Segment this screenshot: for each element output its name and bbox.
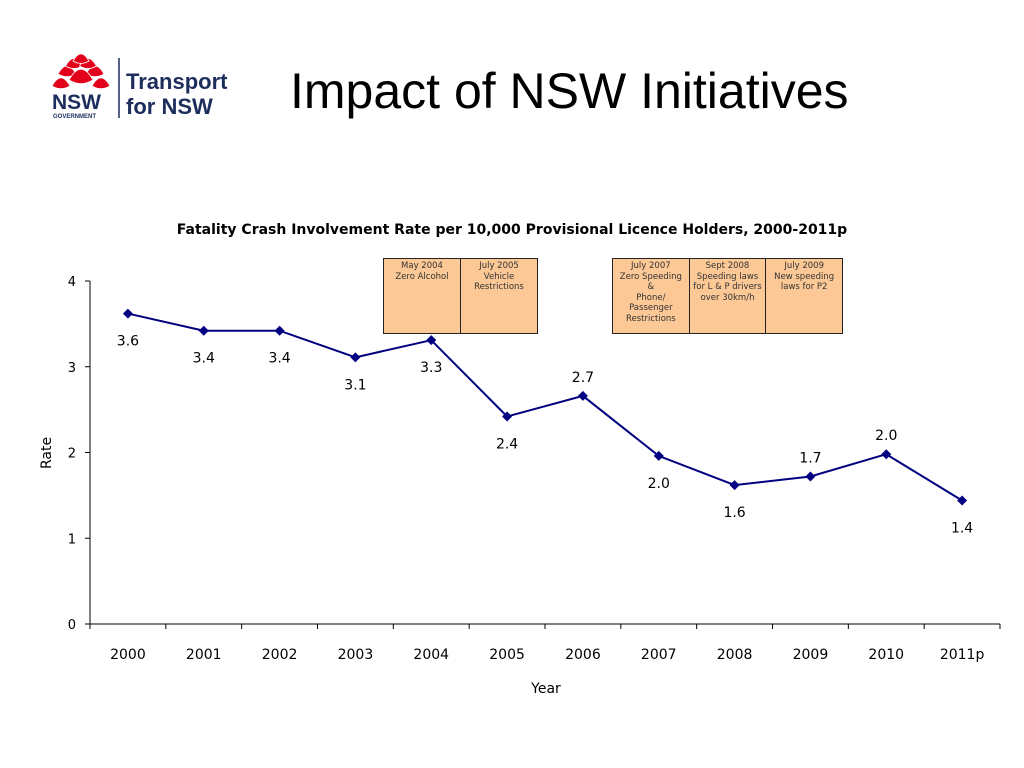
- annotation-cell: July 2009 New speeding laws for P2: [765, 259, 842, 333]
- data-label: 2.7: [572, 370, 594, 386]
- x-tick-label: 2003: [338, 647, 374, 663]
- logo-nsw-text: NSW: [52, 91, 101, 114]
- data-point-marker: [198, 325, 209, 336]
- annotation-line: July 2005: [479, 261, 519, 271]
- annotation-line: July 2007: [631, 261, 671, 271]
- data-label: 3.3: [420, 360, 442, 376]
- waratah-flower-icon: [51, 53, 111, 90]
- data-point-marker: [426, 335, 437, 346]
- data-point-marker: [653, 450, 664, 461]
- annotation-line: laws for P2: [780, 282, 828, 292]
- x-tick-label: 2009: [793, 647, 829, 663]
- series-line: [127, 312, 963, 502]
- data-point-marker: [881, 449, 892, 460]
- logo-government-text: GOVERNMENT: [53, 114, 96, 120]
- data-point-marker: [122, 308, 133, 319]
- x-tick-label: 2002: [262, 647, 298, 663]
- annotation-cell: Sept 2008 Speeding laws for L & P drivers o…: [688, 259, 766, 333]
- logo-org-line2: for NSW: [126, 94, 213, 119]
- annotation-line: Passenger: [629, 303, 673, 313]
- annotation-line: Restrictions: [474, 282, 524, 292]
- annotation-cell: May 2004 Zero Alcohol: [384, 259, 460, 333]
- data-label: 3.4: [268, 351, 290, 367]
- annotation-box-2007-2009: July 2007 Zero Speeding & Phone/Passenger Re…: [612, 258, 843, 334]
- data-label: 1.4: [951, 521, 973, 537]
- annotation-cell: July 2007 Zero Speeding & Phone/Passenger Re…: [613, 259, 689, 333]
- annotation-line: Zero Alcohol: [395, 271, 449, 282]
- annotation-line: New speeding: [774, 271, 835, 282]
- y-tick-label: 0: [68, 618, 76, 633]
- x-tick-label: 2010: [868, 647, 904, 663]
- data-point-marker: [502, 411, 513, 422]
- chart-title: Fatality Crash Involvement Rate per 10,0…: [177, 222, 847, 238]
- x-tick-label: 2007: [641, 647, 677, 663]
- annotation-line: May 2004: [401, 261, 443, 271]
- annotation-line: Sept 2008: [705, 261, 750, 271]
- annotation-cell: July 2005 Vehicle Restrictions: [460, 259, 537, 333]
- data-point-marker: [350, 352, 361, 363]
- x-tick-label: 2008: [717, 647, 753, 663]
- x-tick-label: 2001: [186, 647, 222, 663]
- data-point-marker: [729, 480, 740, 491]
- data-point-marker: [274, 325, 285, 336]
- annotation-line: Speeding laws: [696, 271, 759, 282]
- y-tick-label: 2: [68, 447, 76, 462]
- x-tick-label: 2005: [489, 647, 525, 663]
- data-point-marker: [805, 471, 816, 482]
- data-label: 2.0: [648, 476, 670, 492]
- annotation-box-2004-2005: May 2004 Zero Alcohol July 2005 Vehicle Rest…: [383, 258, 538, 334]
- transport-nsw-logo: NSW GOVERNMENT Transport for NSW: [51, 53, 228, 120]
- data-label: 3.1: [344, 377, 366, 393]
- annotation-line: Restrictions: [625, 313, 676, 324]
- data-label: 1.6: [723, 505, 745, 521]
- annotation-line: for L & P drivers: [693, 282, 762, 292]
- slide-title: Impact of NSW Initiatives: [290, 63, 849, 119]
- data-label: 3.4: [193, 351, 215, 367]
- annotation-line: Zero Speeding: [619, 271, 682, 282]
- x-tick-label: 2011p: [940, 647, 985, 663]
- y-axis-label: Rate: [39, 437, 55, 469]
- data-point-marker: [577, 390, 588, 401]
- y-tick-label: 3: [68, 361, 76, 376]
- data-label: 3.6: [117, 334, 139, 350]
- y-tick-label: 1: [68, 532, 76, 547]
- annotation-line: July 2009: [784, 261, 824, 271]
- x-tick-label: 2000: [110, 647, 146, 663]
- x-axis-label: Year: [530, 681, 561, 697]
- data-point-marker: [957, 495, 968, 506]
- x-tick-label: 2004: [413, 647, 449, 663]
- annotation-line: over 30km/h: [700, 292, 755, 303]
- y-tick-label: 4: [68, 275, 76, 290]
- annotation-line: Vehicle: [483, 271, 515, 282]
- logo-org-line1: Transport: [126, 69, 228, 94]
- annotation-line: &: [647, 282, 655, 292]
- annotation-line: Phone/: [636, 292, 666, 303]
- data-label: 2.0: [875, 428, 897, 444]
- x-tick-label: 2006: [565, 647, 601, 663]
- data-label: 2.4: [496, 436, 518, 452]
- data-label: 1.7: [799, 451, 821, 467]
